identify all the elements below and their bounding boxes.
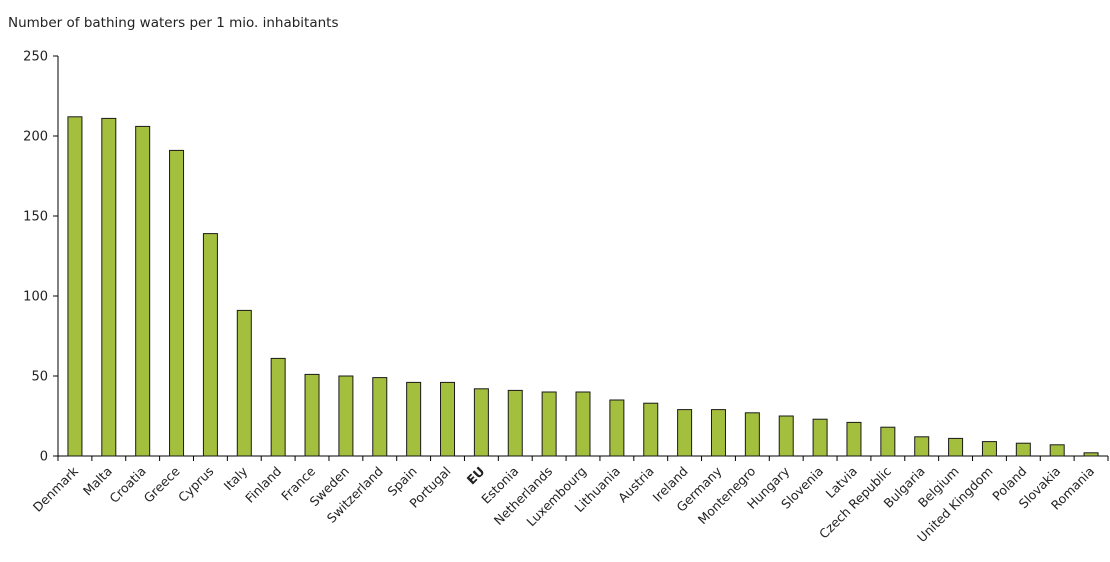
x-category-label: Greece: [141, 463, 183, 505]
bar-montenegro: [744, 412, 760, 457]
y-tick-label: 0: [40, 450, 48, 465]
bar-france: [304, 373, 320, 457]
bar-latvia: [846, 421, 862, 457]
x-category-label: EU: [464, 464, 488, 488]
bar-denmark: [67, 116, 83, 457]
bar-estonia: [507, 389, 523, 457]
chart-title: Number of bathing waters per 1 mio. inha…: [8, 15, 339, 31]
bar-sweden: [338, 375, 354, 457]
bar-luxembourg: [575, 391, 591, 457]
bar-romania: [1083, 452, 1099, 457]
bar-slovakia: [1049, 444, 1065, 457]
bar-austria: [643, 402, 659, 457]
bar-eu: [473, 388, 489, 457]
axes: 0 50 100 150 200 250: [23, 50, 1109, 465]
bar-greece: [169, 149, 185, 457]
y-tick-label: 100: [23, 290, 48, 305]
bar-spain: [406, 381, 422, 457]
bar-belgium: [948, 437, 964, 457]
bar-malta: [101, 117, 117, 457]
x-category-label: Austria: [615, 464, 657, 506]
y-tick-label: 150: [23, 210, 48, 225]
bar-netherlands: [541, 391, 557, 457]
bar-lithuania: [609, 399, 625, 457]
bar-italy: [236, 309, 252, 457]
bar-czech-republic: [880, 426, 896, 457]
bar-germany: [710, 409, 726, 457]
x-category-label: Denmark: [30, 463, 82, 515]
y-tick-label: 50: [31, 370, 48, 385]
bar-bulgaria: [914, 436, 930, 457]
bar-croatia: [135, 125, 151, 457]
bar-poland: [1015, 442, 1031, 457]
x-category-label: Croatia: [106, 464, 148, 506]
bar-ireland: [677, 409, 693, 457]
bar-finland: [270, 357, 286, 457]
y-tick-label: 250: [23, 50, 48, 65]
y-tick-label: 200: [23, 130, 48, 145]
bars: [67, 116, 1099, 457]
x-category-label: Finland: [242, 464, 284, 506]
bar-united-kingdom: [981, 441, 997, 457]
bar-slovenia: [812, 418, 828, 457]
bar-portugal: [440, 381, 456, 457]
bar-switzerland: [372, 377, 388, 457]
bar-hungary: [778, 415, 794, 457]
x-category-label: Italy: [221, 463, 251, 493]
bar-cyprus: [202, 233, 218, 457]
x-category-label: Cyprus: [175, 464, 216, 505]
